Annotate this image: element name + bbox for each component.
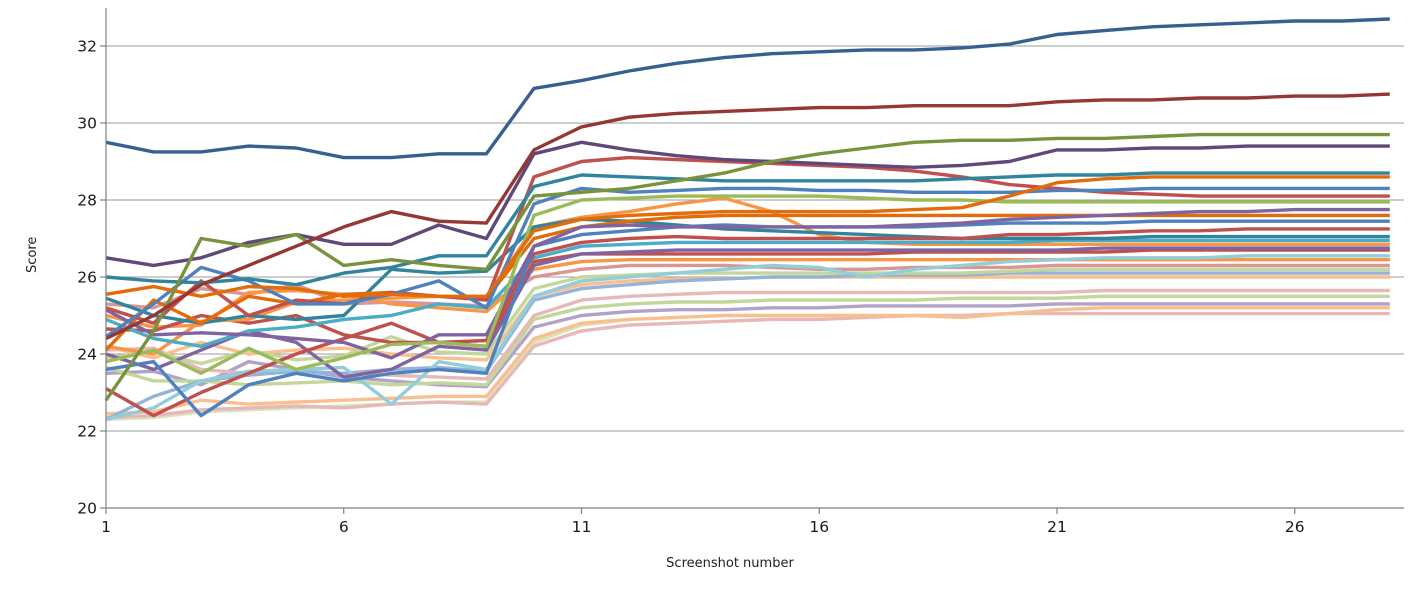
series-line-series-26 bbox=[105, 294, 1390, 387]
series-line-series-23 bbox=[105, 271, 1390, 421]
series-line-series-07 bbox=[105, 186, 1390, 339]
y-tick-label: 22 bbox=[77, 423, 97, 441]
y-tick-label: 20 bbox=[77, 500, 97, 518]
series-line-series-03 bbox=[104, 132, 1390, 402]
series-line-series-15 bbox=[105, 238, 1390, 348]
x-tick-label: 6 bbox=[339, 518, 349, 536]
series-line-series-18 bbox=[105, 248, 1390, 348]
x-tick-label: 26 bbox=[1285, 518, 1305, 536]
series-line-series-06 bbox=[105, 175, 1390, 298]
x-tick-label: 11 bbox=[572, 518, 592, 536]
series-line-series-08 bbox=[105, 155, 1390, 325]
series-line-series-13 bbox=[105, 227, 1390, 418]
x-tick-label: 16 bbox=[809, 518, 829, 536]
x-tick-label: 1 bbox=[101, 518, 111, 536]
series-line-series-10 bbox=[105, 207, 1390, 360]
x-tick-label: 21 bbox=[1047, 518, 1067, 536]
series-line-series-28 bbox=[105, 306, 1390, 416]
series-line-series-01 bbox=[105, 17, 1390, 160]
series-line-series-29 bbox=[105, 311, 1390, 420]
series-line-series-02 bbox=[105, 92, 1390, 341]
y-tick-label: 28 bbox=[77, 192, 97, 210]
series-line-series-14 bbox=[105, 217, 1390, 325]
x-axis-title: Screenshot number bbox=[666, 556, 794, 571]
series-line-series-04 bbox=[105, 140, 1390, 268]
series-line-series-19 bbox=[105, 254, 1390, 422]
y-tick-label: 24 bbox=[77, 346, 97, 364]
y-tick-label: 26 bbox=[77, 269, 97, 287]
y-tick-label: 30 bbox=[77, 115, 97, 133]
series-line-series-11 bbox=[104, 213, 1390, 352]
series-line-series-17 bbox=[105, 246, 1390, 379]
y-tick-label: 32 bbox=[77, 38, 97, 56]
series-line-series-09 bbox=[105, 194, 1390, 375]
series-line-series-05 bbox=[105, 171, 1390, 287]
y-axis-title: Score bbox=[25, 236, 40, 273]
